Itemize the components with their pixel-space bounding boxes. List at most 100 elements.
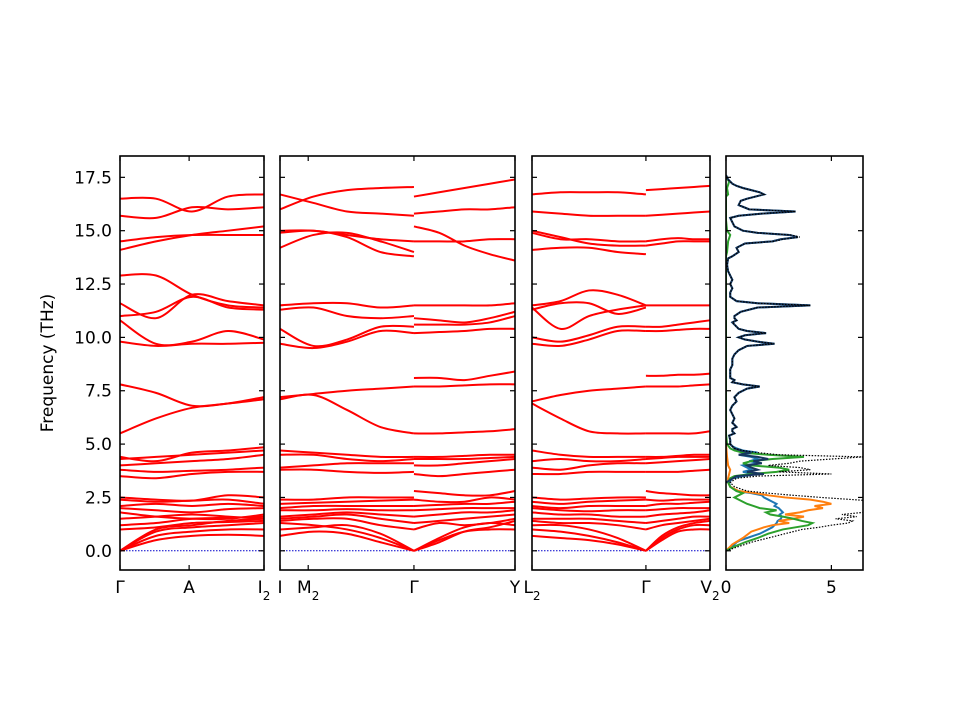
phonon-band (413, 238, 516, 243)
y-tick-label: 15.0 (74, 222, 112, 242)
phonon-band (119, 528, 265, 552)
phonon-band (645, 455, 710, 461)
phonon-band (119, 466, 265, 473)
phonon-band (531, 470, 646, 476)
phonon-band (531, 229, 646, 247)
y-tick-label: 12.5 (74, 275, 112, 295)
phonon-band (279, 229, 415, 243)
phonon-band (279, 231, 415, 253)
phonon-band (645, 210, 711, 217)
x-tick-label: Γ (409, 578, 419, 598)
phonon-band (645, 430, 711, 435)
phonon-band (279, 504, 414, 510)
phonon-band (119, 193, 265, 213)
phonon-band (279, 468, 414, 474)
phonon-band (413, 458, 516, 467)
phonon-band (413, 370, 516, 382)
phonon-band (279, 462, 414, 469)
x-tick-label: Γ (641, 578, 651, 598)
phonon-band (531, 246, 646, 256)
phonon-band (531, 498, 646, 505)
phonon-band (413, 453, 516, 458)
band-panel-frame (531, 155, 711, 571)
y-tick-label: 17.5 (74, 168, 112, 188)
phonon-band (645, 509, 711, 518)
phonon-band (119, 233, 264, 243)
phonon-band (119, 533, 265, 552)
phonon-band (119, 295, 265, 318)
phonon-band (279, 185, 414, 211)
phonon-band (413, 513, 516, 525)
phonon-band (413, 509, 516, 518)
phonon-band (413, 519, 516, 552)
x-tick-label: L2 (523, 578, 540, 603)
y-tick-label: 2.5 (85, 488, 112, 508)
band-panel-frame (279, 155, 516, 571)
phonon-band (119, 205, 265, 220)
phonon-band (279, 511, 415, 518)
phonon-band (531, 504, 646, 510)
phonon-band (119, 507, 265, 514)
phonon-band (413, 455, 516, 461)
phonon-band (279, 449, 414, 459)
x-tick-label: M2 (297, 578, 319, 603)
phonon-band (645, 237, 711, 243)
phonon-band (279, 329, 415, 350)
phonon-band (413, 468, 516, 478)
phonon-band (645, 468, 711, 473)
dos-panel-frame (725, 155, 864, 571)
phonon-band (645, 517, 711, 531)
phonon-band (531, 325, 646, 343)
phonon-band (279, 385, 415, 399)
phonon-band (531, 289, 647, 307)
phonon-band (531, 523, 647, 552)
phonon-band (119, 522, 265, 552)
phonon-band (279, 513, 415, 525)
phonon-band (531, 329, 646, 348)
phonon-band (531, 507, 646, 513)
phonon-band (119, 340, 265, 347)
phonon-band (279, 523, 415, 552)
x-tick-label: I2 (258, 578, 271, 603)
dos-x-tick-label: 5 (826, 578, 837, 598)
phonon-band (119, 511, 265, 521)
x-tick-label: Y (509, 578, 521, 598)
phonon-band (532, 517, 646, 525)
phonon-band (531, 385, 646, 403)
phonon-band (413, 178, 516, 198)
phonon-band (531, 210, 646, 217)
phonon-band (645, 372, 711, 377)
phonon-band (531, 231, 646, 243)
phonon-band (531, 528, 647, 552)
x-tick-label: Γ (115, 578, 125, 598)
phonon-band (531, 458, 646, 463)
phonon-band (645, 528, 711, 552)
phonon-band (413, 517, 516, 531)
dos-curve (726, 444, 832, 552)
phonon-band (119, 446, 265, 463)
phonon-band (645, 507, 710, 512)
phonon-band (531, 511, 646, 518)
phonon-band (279, 453, 415, 463)
phonon-band (645, 500, 711, 507)
phonon-band (119, 519, 265, 531)
phonon-band (279, 324, 414, 348)
phonon-band (645, 490, 711, 497)
y-tick-label: 7.5 (85, 382, 112, 402)
dos-curve (726, 174, 811, 484)
phonon-band (413, 428, 516, 435)
phonon-band (413, 522, 516, 552)
phonon-band (645, 519, 711, 552)
phonon-band (119, 273, 265, 309)
phonon-band (279, 393, 415, 435)
phonon-band (119, 517, 265, 552)
phonon-band (279, 530, 415, 552)
phonon-band (531, 534, 647, 552)
y-tick-label: 0.0 (85, 542, 112, 562)
y-axis-label: Frequency (THz) (38, 294, 58, 433)
phonon-band (119, 470, 265, 480)
phonon-band (279, 306, 415, 320)
axes-layer: 0.0 2.5 5.0 7.5 10.0 12.5 15.0 17.5 Γ A I2 I M2 Γ Y L2 Γ… (74, 155, 864, 603)
phonon-band (531, 301, 647, 315)
phonon-band (119, 319, 265, 347)
